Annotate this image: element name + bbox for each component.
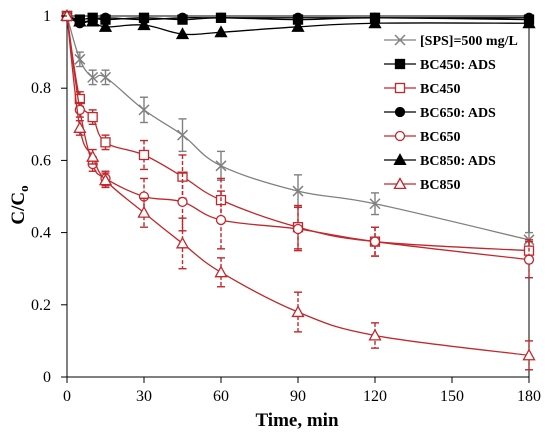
- x-tick-label: 90: [290, 388, 306, 405]
- marker-stroke: [369, 198, 381, 210]
- data-point: [175, 236, 190, 249]
- data-point: [369, 236, 381, 247]
- legend-entry-4: BC650: [384, 130, 460, 145]
- legend-label: BC450: [420, 82, 460, 97]
- data-point: [368, 16, 382, 29]
- marker-stroke: [74, 53, 86, 65]
- legend-entry-3: BC650: ADS: [384, 106, 496, 121]
- legend-entry-6: BC850: [384, 177, 460, 193]
- data-point: [86, 14, 100, 27]
- series-line: [66, 15, 530, 356]
- legend-label: BC850: [420, 178, 460, 193]
- legend-label: BC850: ADS: [420, 154, 496, 169]
- data-point: [87, 111, 98, 123]
- series-layer: [60, 9, 536, 371]
- legend-label: BC650: ADS: [420, 106, 496, 121]
- data-point: [291, 19, 305, 32]
- series-6: [60, 9, 536, 371]
- marker-stroke: [292, 185, 304, 197]
- marker-stroke: [87, 71, 99, 83]
- data-point: [522, 16, 536, 29]
- data-point: [137, 205, 151, 218]
- data-point: [214, 25, 228, 38]
- legend-marker: [394, 34, 406, 46]
- data-point: [369, 198, 381, 210]
- legend-marker: [394, 106, 406, 118]
- data-point: [86, 149, 100, 162]
- data-point: [74, 53, 86, 65]
- x-tick-label: 30: [136, 388, 152, 405]
- marker-stroke: [138, 104, 150, 116]
- y-tick-label: 1: [43, 8, 51, 25]
- data-point: [73, 121, 87, 133]
- data-point: [138, 104, 150, 116]
- data-point: [176, 129, 189, 141]
- data-point: [87, 71, 99, 83]
- y-axis-title: C/Co: [8, 185, 31, 224]
- legend-marker: [394, 130, 406, 142]
- data-point: [215, 214, 227, 226]
- y-tick-label: 0.8: [31, 80, 51, 97]
- data-point: [138, 149, 150, 161]
- data-point: [177, 12, 188, 23]
- data-point: [98, 173, 113, 186]
- data-point: [292, 185, 304, 197]
- data-point: [175, 27, 190, 40]
- data-point: [73, 14, 87, 27]
- data-point: [215, 12, 227, 23]
- x-tick-label: 60: [213, 388, 229, 405]
- data-point: [215, 160, 227, 172]
- legend-label: BC450: ADS: [420, 58, 496, 73]
- legend-marker: [394, 82, 406, 94]
- x-tick-label: 0: [63, 388, 71, 405]
- y-tick-label: 0.6: [31, 152, 51, 169]
- legend-marker: [393, 177, 407, 190]
- data-point: [177, 196, 188, 208]
- y-axis-title-subscript: o: [16, 185, 31, 192]
- series-4: [61, 10, 535, 279]
- legend-entry-1: BC450: ADS: [384, 58, 496, 73]
- y-tick-label: 0: [43, 369, 51, 386]
- legend-entry-0: [SPS]=500 mg/L: [384, 34, 518, 49]
- legend-label: [SPS]=500 mg/L: [420, 34, 518, 49]
- data-point: [368, 328, 382, 341]
- marker-stroke: [394, 34, 406, 46]
- data-point: [523, 254, 535, 265]
- x-tick-label: 180: [517, 388, 541, 405]
- axes: 0 30 60 90 120 150 180 0 0.2 0.4 0.6 0.8 1: [31, 8, 541, 405]
- legend: [SPS]=500 mg/L BC450: ADS BC450 BC650: ADS B…: [384, 34, 518, 193]
- legend-marker: [393, 153, 407, 166]
- series-5: [60, 9, 536, 40]
- data-point: [522, 348, 536, 361]
- y-tick-label: 0.4: [31, 225, 51, 242]
- x-tick-label: 120: [363, 388, 387, 405]
- marker-stroke: [99, 71, 112, 83]
- data-point: [291, 305, 305, 318]
- data-point: [100, 137, 111, 148]
- data-point: [98, 19, 113, 32]
- data-point: [99, 71, 112, 83]
- data-point: [292, 223, 304, 235]
- legend-label: BC650: [420, 130, 460, 145]
- y-tick-label: 0.2: [31, 297, 51, 314]
- marker-stroke: [176, 129, 189, 141]
- marker-stroke: [215, 160, 227, 172]
- x-tick-label: 150: [440, 388, 464, 405]
- legend-entry-2: BC450: [384, 82, 460, 97]
- data-point: [214, 265, 228, 278]
- series-line: [66, 15, 530, 261]
- data-point: [137, 18, 151, 31]
- legend-entry-5: BC850: ADS: [384, 153, 496, 169]
- legend-marker: [394, 58, 406, 70]
- x-axis-title: Time, min: [255, 410, 338, 431]
- data-point: [60, 9, 74, 22]
